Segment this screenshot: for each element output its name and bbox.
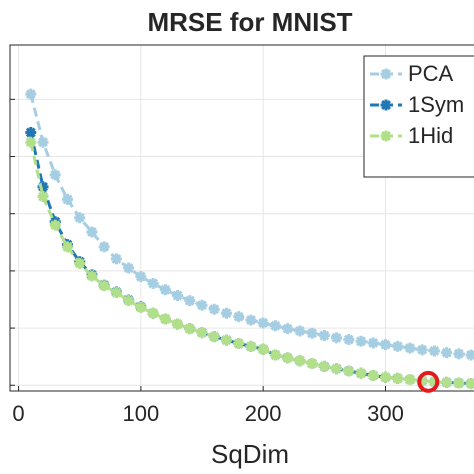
series-line: [29, 141, 474, 386]
marker: [86, 226, 98, 238]
marker: [147, 307, 159, 319]
marker: [220, 334, 232, 346]
marker: [159, 284, 171, 296]
marker: [282, 352, 294, 364]
x-tick-label: 100: [123, 401, 160, 426]
marker: [269, 349, 281, 361]
axes-box: [9, 44, 474, 392]
marker: [135, 271, 147, 283]
marker: [196, 327, 208, 339]
marker: [355, 335, 367, 347]
marker: [184, 295, 196, 307]
marker: [61, 241, 73, 253]
marker: [61, 193, 73, 205]
legend-marker: [380, 68, 392, 80]
marker: [343, 334, 355, 346]
marker: [294, 325, 306, 337]
marker: [159, 313, 171, 325]
marker: [453, 377, 465, 389]
marker: [110, 287, 122, 299]
marker: [441, 376, 453, 388]
marker: [379, 371, 391, 383]
marker: [343, 365, 355, 377]
marker: [428, 376, 440, 388]
marker: [257, 317, 269, 329]
marker: [294, 355, 306, 367]
marker: [147, 277, 159, 289]
marker: [208, 303, 220, 315]
marker: [355, 367, 367, 379]
marker: [416, 375, 428, 387]
marker: [74, 212, 86, 224]
marker: [379, 339, 391, 351]
highlight-marker: [417, 370, 440, 393]
marker: [37, 181, 49, 193]
marker: [98, 241, 110, 253]
marker: [123, 262, 135, 274]
marker: [318, 360, 330, 372]
marker: [196, 299, 208, 311]
marker: [123, 295, 135, 307]
marker: [49, 169, 61, 181]
marker: [306, 327, 318, 339]
marker: [74, 257, 86, 269]
marker: [86, 270, 98, 282]
marker: [318, 330, 330, 342]
series-line: [29, 93, 474, 357]
x-tick-label: 200: [245, 401, 282, 426]
marker: [441, 347, 453, 359]
x-tick-label: 0: [12, 401, 24, 426]
marker: [282, 323, 294, 335]
marker: [404, 374, 416, 386]
legend-marker: [380, 99, 392, 111]
marker: [306, 358, 318, 370]
marker: [453, 348, 465, 360]
marker: [331, 363, 343, 375]
marker: [257, 343, 269, 355]
marker: [233, 338, 245, 350]
marker: [245, 340, 257, 352]
x-tick-label: 300: [367, 401, 404, 426]
marker: [392, 372, 404, 384]
legend-label: 1Hid: [408, 123, 453, 148]
legend-marker: [380, 130, 392, 142]
marker: [404, 342, 416, 354]
marker: [269, 320, 281, 332]
marker: [37, 191, 49, 203]
marker: [98, 280, 110, 292]
legend-label: 1Sym: [408, 92, 464, 117]
marker: [245, 314, 257, 326]
marker: [135, 302, 147, 314]
marker: [49, 219, 61, 231]
marker: [37, 136, 49, 148]
marker: [367, 337, 379, 349]
marker: [208, 331, 220, 343]
marker: [110, 253, 122, 265]
marker: [184, 323, 196, 335]
marker: [233, 311, 245, 323]
marker: [465, 349, 474, 361]
marker: [220, 307, 232, 319]
marker: [172, 289, 184, 301]
marker: [367, 370, 379, 382]
legend-label: PCA: [408, 61, 454, 86]
x-axis-label: SqDim: [211, 439, 289, 469]
marker: [392, 340, 404, 352]
marker: [25, 136, 37, 148]
chart-title: MRSE for MNIST: [147, 7, 352, 37]
marker: [416, 344, 428, 356]
marker: [25, 88, 37, 100]
marker: [25, 127, 37, 139]
marker: [331, 332, 343, 344]
marker: [465, 378, 474, 390]
marker: [428, 345, 440, 357]
marker: [172, 318, 184, 330]
